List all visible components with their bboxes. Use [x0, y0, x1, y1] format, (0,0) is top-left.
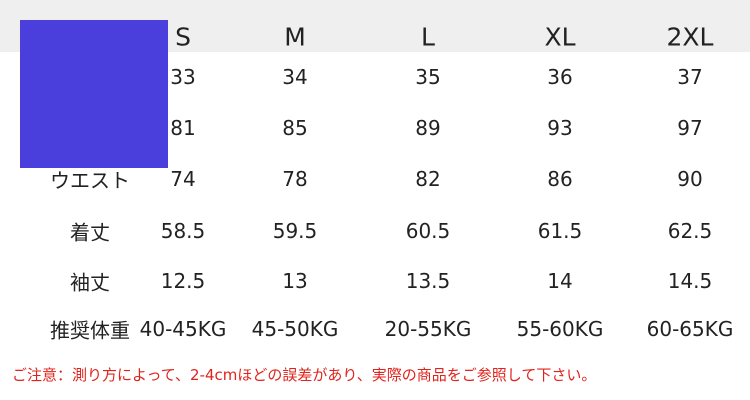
table-cell: 89 — [415, 116, 441, 140]
table-cell: 58.5 — [160, 219, 206, 243]
size-header: S — [175, 22, 191, 52]
table-cell: 60-65KG — [646, 317, 734, 341]
table-cell: 13 — [282, 269, 308, 293]
table-cell: 81 — [170, 116, 196, 140]
row-label: 袖丈 — [70, 270, 110, 295]
size-header: M — [284, 22, 306, 52]
table-cell: 35 — [415, 65, 441, 89]
row-label: ウエスト — [50, 168, 130, 193]
table-cell: 74 — [170, 167, 196, 191]
row-label: 着丈 — [70, 220, 110, 245]
size-header: XL — [544, 22, 576, 52]
size-header: 2XL — [666, 22, 714, 52]
table-cell: 13.5 — [405, 269, 451, 293]
table-cell: 82 — [415, 167, 441, 191]
table-cell: 45-50KG — [251, 317, 339, 341]
table-cell: 36 — [547, 65, 573, 89]
table-cell: 97 — [677, 116, 703, 140]
table-cell: 14 — [547, 269, 573, 293]
table-cell: 93 — [547, 116, 573, 140]
table-cell: 37 — [677, 65, 703, 89]
table-cell: 60.5 — [405, 219, 451, 243]
table-cell: 86 — [547, 167, 573, 191]
table-cell: 20-55KG — [384, 317, 472, 341]
table-cell: 55-60KG — [516, 317, 604, 341]
table-cell: 12.5 — [160, 269, 206, 293]
row-label: 推奨体重 — [50, 318, 130, 343]
redaction-box — [20, 20, 168, 168]
table-cell: 85 — [282, 116, 308, 140]
table-cell: 59.5 — [272, 219, 318, 243]
table-cell: 34 — [282, 65, 308, 89]
table-cell: 78 — [282, 167, 308, 191]
table-cell: 14.5 — [667, 269, 713, 293]
table-cell: 90 — [677, 167, 703, 191]
table-cell: 62.5 — [667, 219, 713, 243]
table-cell: 40-45KG — [139, 317, 227, 341]
table-cell: 33 — [170, 65, 196, 89]
table-cell: 61.5 — [537, 219, 583, 243]
note: ご注意：測り方によって、2-4cmほどの誤差があり、実際の商品をご参照して下さい… — [12, 366, 597, 384]
size-header: L — [421, 22, 435, 52]
